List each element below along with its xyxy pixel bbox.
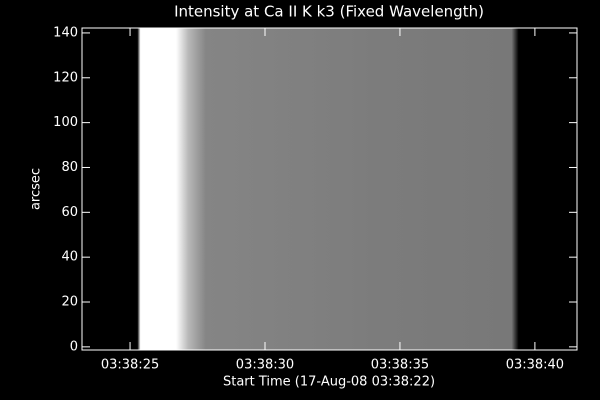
- x-tick-label: 03:38:40: [506, 358, 564, 373]
- x-tick-label: 03:38:35: [371, 358, 429, 373]
- x-tick-label: 03:38:30: [236, 358, 294, 373]
- x-tick-label: 03:38:25: [101, 358, 159, 373]
- chart-title: Intensity at Ca II K k3 (Fixed Wavelengt…: [174, 3, 484, 21]
- y-tick-label: 80: [61, 160, 78, 175]
- y-tick-label: 120: [53, 70, 78, 85]
- x-axis-label: Start Time (17-Aug-08 03:38:22): [223, 375, 435, 390]
- plot-frame: [81, 27, 578, 351]
- y-axis-label: arcsec: [29, 168, 44, 210]
- y-tick-label: 60: [61, 205, 78, 220]
- y-tick-label: 140: [53, 25, 78, 40]
- y-tick-label: 100: [53, 115, 78, 130]
- y-tick-label: 20: [61, 295, 78, 310]
- intensity-image: [82, 28, 577, 350]
- y-tick-label: 0: [70, 339, 78, 354]
- y-tick-label: 40: [61, 250, 78, 265]
